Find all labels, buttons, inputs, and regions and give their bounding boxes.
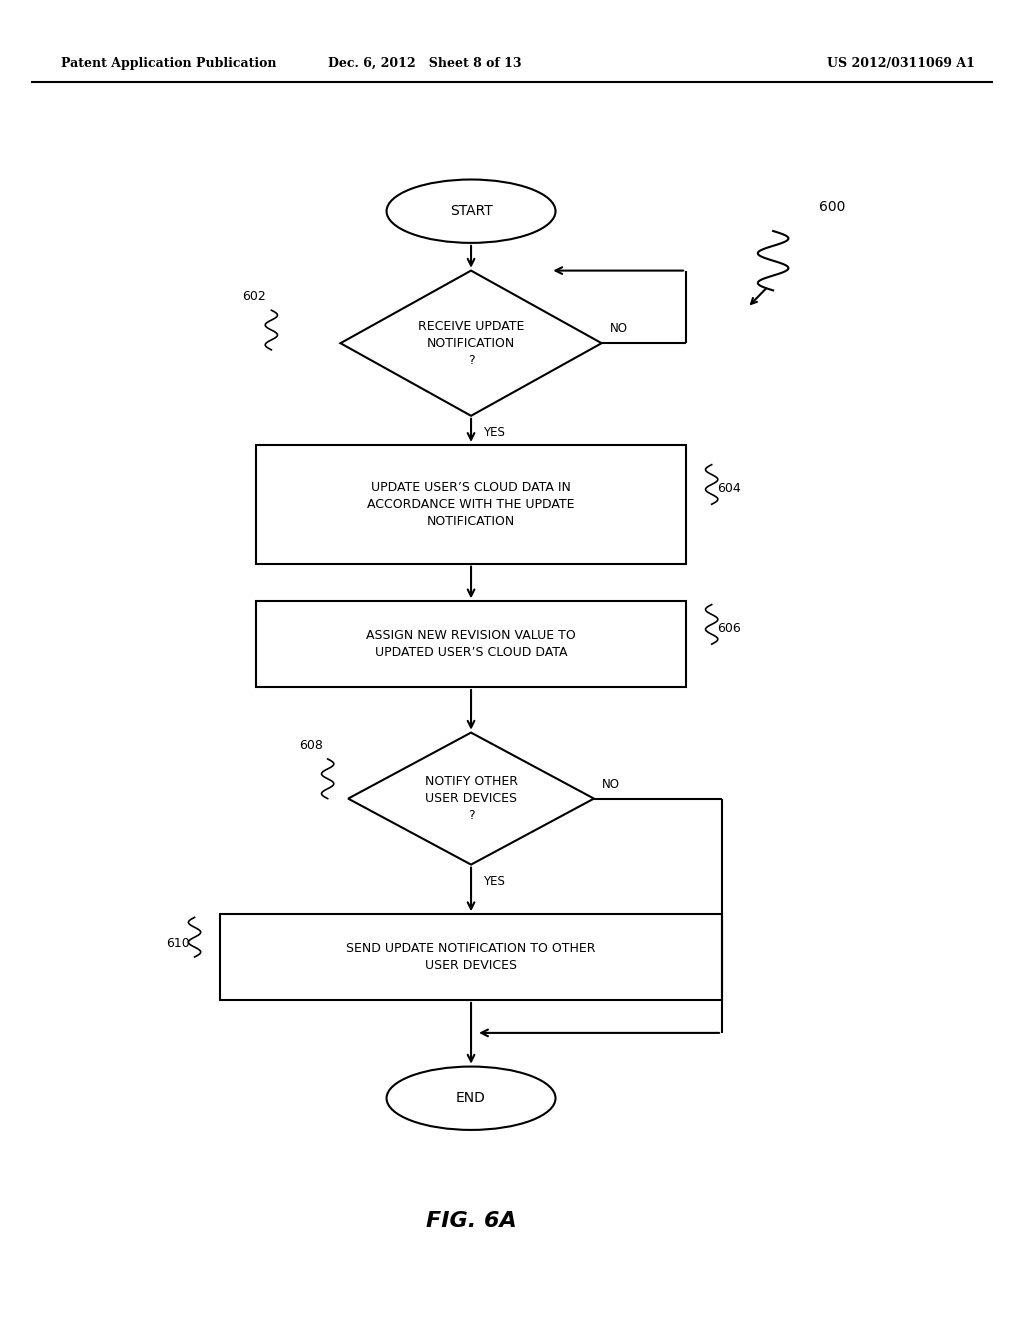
Text: END: END: [456, 1092, 486, 1105]
Bar: [220, 913, 722, 1001]
Bar: [256, 445, 686, 564]
Text: 604: 604: [717, 482, 740, 495]
Text: NO: NO: [602, 777, 621, 791]
Text: YES: YES: [483, 426, 505, 440]
Text: 610: 610: [166, 937, 189, 950]
Text: Patent Application Publication: Patent Application Publication: [61, 57, 276, 70]
Text: YES: YES: [483, 875, 505, 888]
Text: 600: 600: [819, 201, 846, 214]
Text: ASSIGN NEW REVISION VALUE TO
UPDATED USER’S CLOUD DATA: ASSIGN NEW REVISION VALUE TO UPDATED USE…: [367, 630, 575, 659]
Text: START: START: [450, 205, 493, 218]
Text: NO: NO: [610, 322, 628, 335]
Text: Dec. 6, 2012   Sheet 8 of 13: Dec. 6, 2012 Sheet 8 of 13: [329, 57, 521, 70]
Text: UPDATE USER’S CLOUD DATA IN
ACCORDANCE WITH THE UPDATE
NOTIFICATION: UPDATE USER’S CLOUD DATA IN ACCORDANCE W…: [368, 480, 574, 528]
Text: SEND UPDATE NOTIFICATION TO OTHER
USER DEVICES: SEND UPDATE NOTIFICATION TO OTHER USER D…: [346, 942, 596, 972]
Text: 606: 606: [717, 622, 740, 635]
Text: FIG. 6A: FIG. 6A: [426, 1210, 516, 1232]
Text: RECEIVE UPDATE
NOTIFICATION
?: RECEIVE UPDATE NOTIFICATION ?: [418, 319, 524, 367]
Text: NOTIFY OTHER
USER DEVICES
?: NOTIFY OTHER USER DEVICES ?: [425, 775, 517, 822]
Text: US 2012/0311069 A1: US 2012/0311069 A1: [827, 57, 975, 70]
Text: 602: 602: [243, 290, 266, 304]
Text: 608: 608: [299, 739, 323, 752]
Bar: [256, 602, 686, 686]
